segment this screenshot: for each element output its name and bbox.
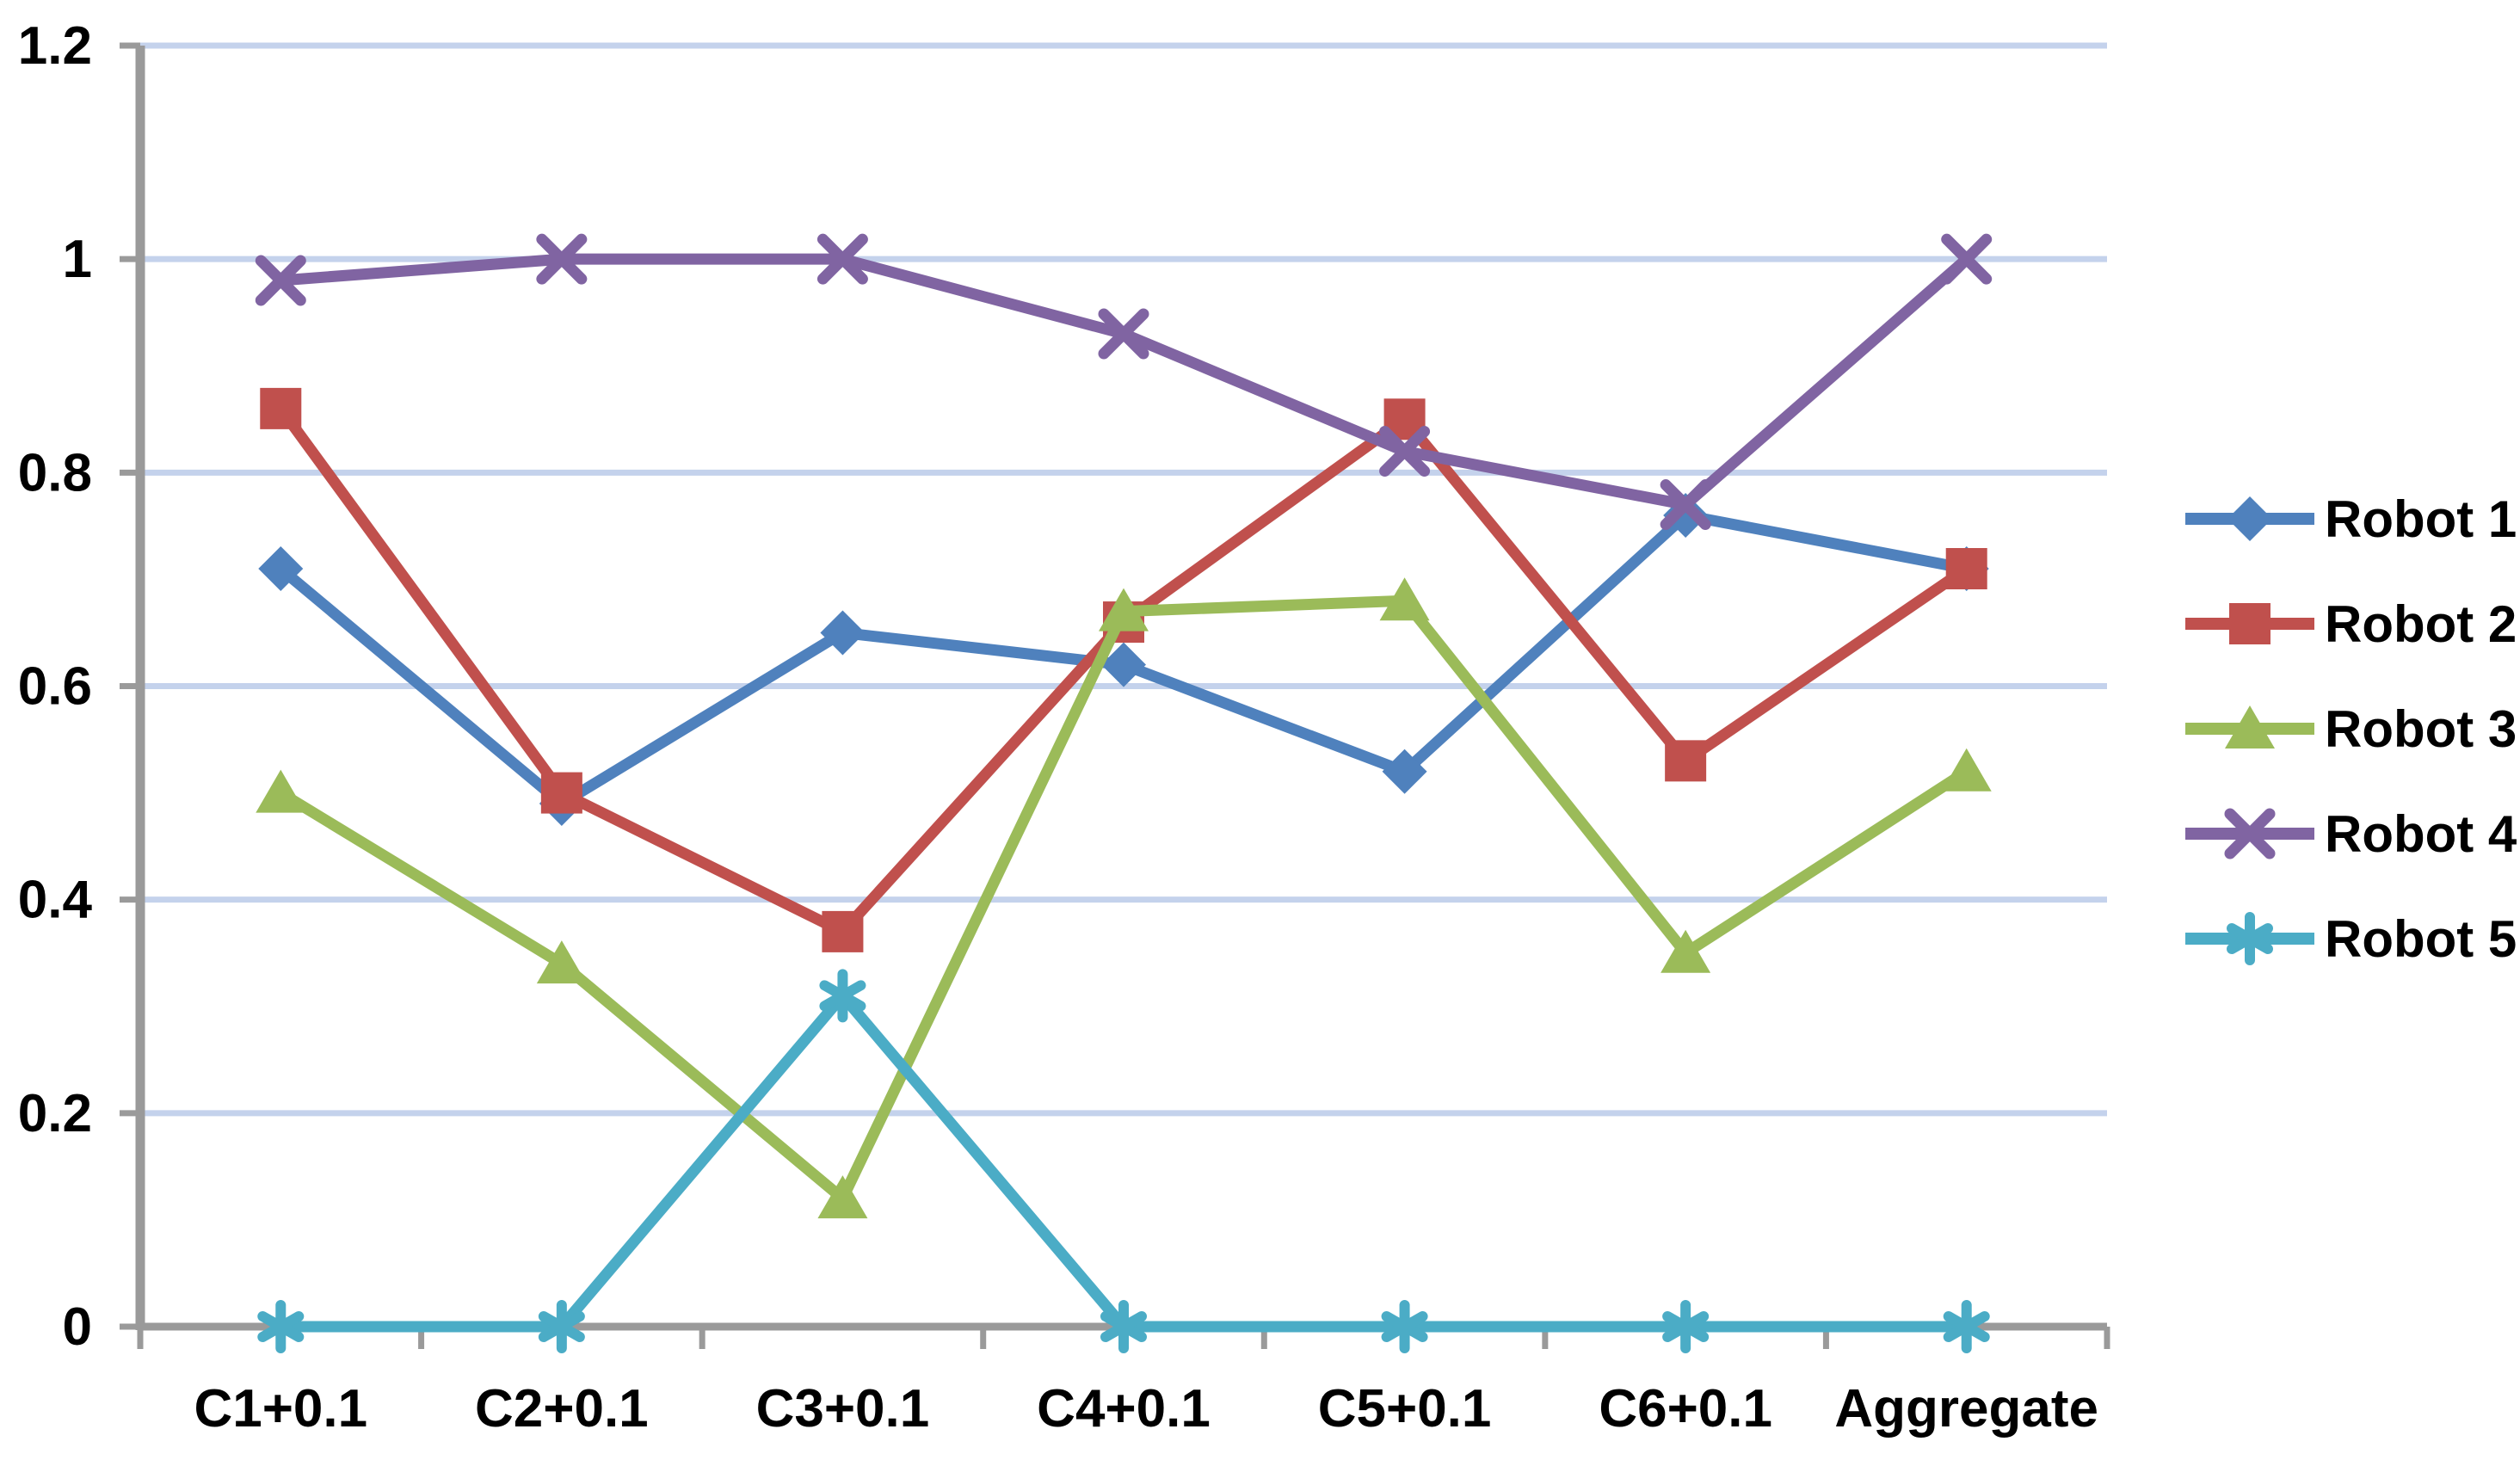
y-tick-label: 0.8: [18, 443, 92, 502]
x-category-label: C3+0.1: [756, 1379, 930, 1438]
data-point-marker: [258, 546, 304, 592]
legend: Robot 1 Robot 2 Robot 3 Robot 4 Robot 5: [2185, 490, 2517, 968]
data-point-marker: [1381, 1300, 1428, 1353]
y-tick-label: 0.2: [18, 1084, 92, 1143]
legend-marker: [2227, 912, 2273, 965]
x-category-label: Aggregate: [1834, 1379, 2098, 1438]
data-point-marker: [822, 910, 864, 952]
y-tick-label: 0.6: [18, 657, 92, 717]
y-tick-label: 1.2: [18, 16, 92, 76]
x-category-label: C4+0.1: [1037, 1379, 1211, 1438]
legend-item-robot-5: Robot 5: [2185, 910, 2517, 968]
data-point-marker: [536, 940, 587, 984]
data-point-marker: [1941, 233, 1993, 285]
data-point-marker: [1941, 748, 1992, 792]
y-tick-label: 1: [63, 230, 92, 289]
data-point-marker: [1660, 929, 1711, 973]
data-point-marker: [1101, 642, 1146, 687]
x-category-label: C2+0.1: [475, 1379, 649, 1438]
data-point-marker: [256, 769, 306, 813]
legend-marker: [2227, 496, 2272, 541]
data-point-marker: [819, 969, 866, 1023]
data-point-marker: [257, 1300, 305, 1353]
legend-item-robot-4: Robot 4: [2185, 805, 2517, 863]
data-point-marker: [1943, 1300, 1990, 1353]
y-tick-label: 0: [63, 1297, 92, 1357]
data-point-marker: [1662, 1300, 1710, 1353]
legend-item-robot-3: Robot 3: [2185, 700, 2517, 758]
legend-label: Robot 4: [2325, 805, 2517, 863]
legend-label: Robot 1: [2325, 490, 2517, 548]
series-robot-5: [257, 969, 1990, 1353]
data-point-marker: [260, 387, 302, 429]
legend-label: Robot 5: [2325, 910, 2517, 968]
data-point-marker: [538, 1300, 585, 1353]
data-point-marker: [1945, 548, 1987, 590]
x-category-label: C1+0.1: [194, 1379, 367, 1438]
legend-item-robot-1: Robot 1: [2185, 490, 2517, 548]
data-point-marker: [1665, 740, 1707, 782]
data-point-marker: [1098, 308, 1149, 360]
legend-marker: [2224, 808, 2276, 859]
data-point-marker: [540, 772, 582, 814]
legend-marker: [2229, 603, 2270, 644]
legend-marker: [2225, 705, 2275, 748]
legend-label: Robot 2: [2325, 595, 2517, 653]
data-point-marker: [820, 610, 866, 656]
data-point-marker: [817, 1175, 868, 1219]
legend-label: Robot 3: [2325, 700, 2517, 758]
series-robot-3: [256, 577, 1992, 1219]
legend-item-robot-2: Robot 2: [2185, 595, 2517, 653]
data-point-marker: [1379, 577, 1430, 621]
x-category-label: C5+0.1: [1318, 1379, 1492, 1438]
data-point-marker: [1379, 426, 1431, 477]
data-point-marker: [255, 255, 306, 306]
data-point-marker: [536, 233, 588, 285]
data-point-marker: [1382, 748, 1427, 794]
data-point-marker: [1660, 479, 1711, 531]
y-tick-label: 0.4: [18, 871, 93, 930]
data-point-marker: [1099, 588, 1149, 631]
series-robot-4: [255, 233, 1993, 531]
x-category-label: C6+0.1: [1599, 1379, 1772, 1438]
data-point-marker: [816, 233, 868, 285]
data-point-marker: [1100, 1300, 1147, 1353]
